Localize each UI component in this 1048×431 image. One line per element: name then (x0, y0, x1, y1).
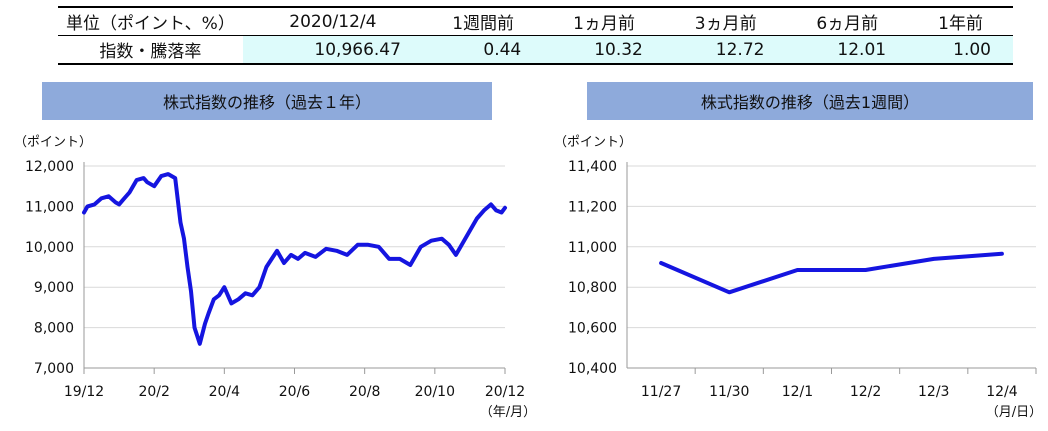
x-tick-label: 11/27 (641, 384, 681, 400)
x-tick-label: 20/8 (349, 384, 380, 400)
y-tick-label: 10,000 (25, 240, 74, 256)
x-tick-label: 12/4 (986, 384, 1018, 400)
x-tick-label: 12/1 (782, 384, 813, 400)
y-tick-label: 10,400 (568, 361, 617, 377)
summary-value-row: 指数・騰落率 10,966.47 0.44 10.32 12.72 12.01 … (58, 35, 1013, 65)
x-tick-label: 20/2 (138, 384, 169, 400)
summary-value-1year: 1.00 (908, 35, 1013, 65)
x-tick-label: 20/6 (279, 384, 311, 400)
y-tick-label: 11,400 (568, 159, 617, 175)
summary-header-1week: 1週間前 (422, 6, 544, 36)
summary-value-3month: 12.72 (664, 35, 787, 65)
summary-header-3month: 3ヵ月前 (664, 6, 787, 36)
summary-header-date: 2020/12/4 (242, 6, 423, 36)
summary-table: 単位（ポイント、%） 2020/12/4 1週間前 1ヵ月前 3ヵ月前 6ヵ月前… (58, 6, 1013, 65)
y-tick-label: 11,000 (568, 240, 617, 256)
summary-value-1month: 10.32 (543, 35, 665, 65)
series-line (659, 251, 1004, 295)
x-tick-label: 12/2 (850, 384, 881, 400)
summary-header-1month: 1ヵ月前 (543, 6, 665, 36)
summary-header-row: 単位（ポイント、%） 2020/12/4 1週間前 1ヵ月前 3ヵ月前 6ヵ月前… (58, 6, 1013, 36)
x-tick-label: 20/4 (209, 384, 241, 400)
summary-value-1week: 0.44 (422, 35, 544, 65)
x-tick-label: 12/3 (918, 384, 949, 400)
left-chart-title: 株式指数の推移（過去１年） (42, 82, 492, 120)
summary-value-index: 10,966.47 (242, 35, 423, 65)
x-tick-label: 19/12 (64, 384, 104, 400)
summary-header-unit: 単位（ポイント、%） (58, 6, 243, 36)
y-tick-label: 12,000 (25, 159, 74, 175)
x-axis-label: （月/日） (986, 405, 1042, 420)
summary-value-6month: 12.01 (786, 35, 909, 65)
y-tick-label: 9,000 (34, 280, 74, 296)
x-axis-label: （年/月） (480, 405, 536, 420)
y-tick-label: 11,000 (25, 199, 74, 215)
y-tick-label: 10,600 (568, 321, 617, 337)
x-tick-label: 20/12 (485, 384, 525, 400)
y-axis-label: （ポイント） (14, 135, 92, 150)
y-tick-label: 8,000 (34, 321, 74, 337)
y-tick-label: 7,000 (34, 361, 74, 377)
right-chart-title: 株式指数の推移（過去1週間） (587, 82, 1033, 120)
summary-row-label: 指数・騰落率 (58, 35, 243, 65)
summary-header-1year: 1年前 (908, 6, 1013, 36)
y-tick-label: 10,800 (568, 280, 617, 296)
x-tick-label: 11/30 (709, 384, 749, 400)
y-axis-label: （ポイント） (554, 135, 632, 150)
summary-header-6month: 6ヵ月前 (786, 6, 909, 36)
y-tick-label: 11,200 (568, 199, 617, 215)
series-line (82, 172, 507, 346)
x-tick-label: 20/10 (415, 384, 455, 400)
